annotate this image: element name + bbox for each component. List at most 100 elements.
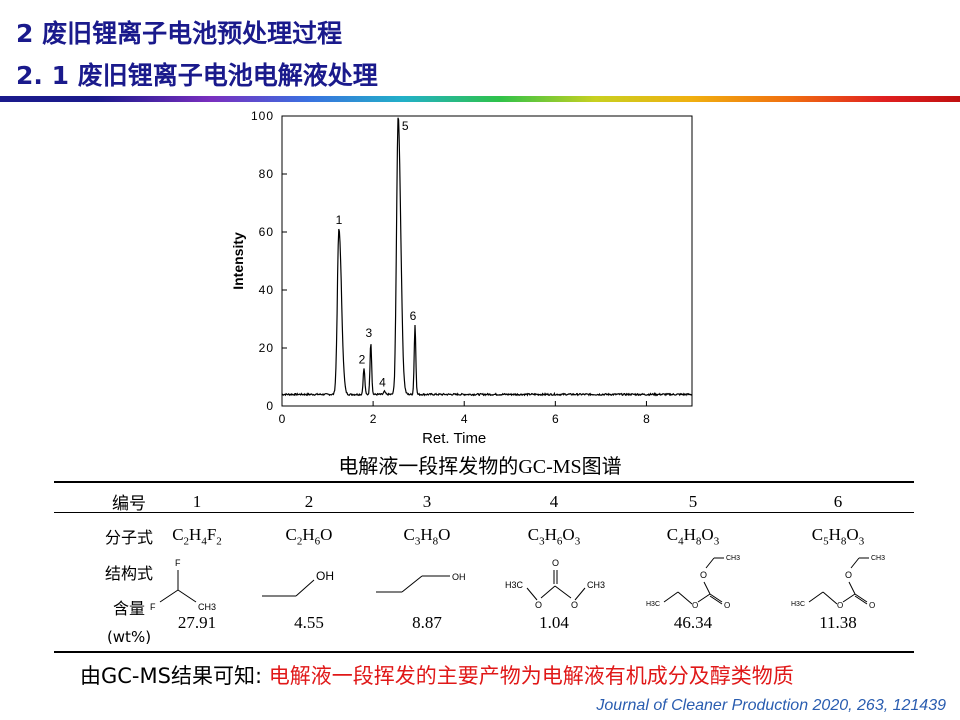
- atom-label: O: [724, 601, 730, 610]
- bond: [554, 585, 572, 599]
- bond: [574, 587, 586, 601]
- column-id: 6: [833, 492, 843, 511]
- molecular-formula: C2H6O: [285, 525, 333, 548]
- bond: [401, 575, 423, 593]
- atom-label: O: [552, 558, 559, 568]
- atom-label: H3C: [791, 601, 805, 608]
- content-value: 8.87: [412, 613, 442, 632]
- structure-diagram: F F CH3: [150, 558, 216, 612]
- column-id: 3: [422, 492, 432, 511]
- atom-label: O: [692, 601, 698, 610]
- x-tick-label: 2: [370, 412, 377, 426]
- atom-label: O: [700, 570, 707, 580]
- atom-label: F: [175, 558, 181, 568]
- peak-label: 1: [336, 213, 343, 227]
- column-id: 5: [688, 492, 698, 511]
- conclusion-highlight: 电解液一段挥发的主要产物为电解液有机成分及醇类物质: [268, 664, 794, 688]
- peak-label: 4: [379, 376, 386, 390]
- x-tick-label: 4: [461, 412, 468, 426]
- bond: [854, 593, 868, 603]
- atom-label: CH3: [587, 580, 605, 590]
- peak-label: 5: [402, 119, 409, 133]
- structure-diagram: OH: [262, 569, 334, 597]
- bond: [848, 581, 856, 595]
- slide-subtitle: 2. 1 废旧锂离子电池电解液处理: [16, 61, 378, 90]
- chart-caption: 电解液一段挥发物的GC-MS图谱: [0, 450, 960, 479]
- table-top-rule: [54, 481, 914, 483]
- y-tick-label: 20: [259, 341, 274, 355]
- caption-pre: 电解液一段挥发物的: [338, 454, 519, 478]
- structure-diagram: O O O H3C CH3: [505, 558, 605, 610]
- bond: [850, 557, 860, 569]
- bond: [540, 585, 556, 599]
- atom-label: H3C: [646, 601, 660, 608]
- molecular-formula: C3H6O3: [527, 525, 581, 548]
- bond: [159, 589, 179, 603]
- table-bottom-rule: [54, 651, 914, 653]
- content-value: 4.55: [294, 613, 324, 632]
- y-tick-label: 0: [266, 399, 274, 413]
- row-label-formula: 分子式: [104, 528, 153, 547]
- peak-label: 2: [359, 352, 366, 366]
- bond: [705, 557, 715, 569]
- row-label-content: 含量: [112, 599, 145, 618]
- conclusion-text: 由GC-MS结果可知: 电解液一段挥发的主要产物为电解液有机成分及醇类物质: [80, 660, 794, 690]
- content-value: 11.38: [819, 613, 857, 632]
- bond: [697, 593, 711, 603]
- bond: [663, 591, 679, 603]
- caption-mid: GC-MS: [518, 456, 582, 478]
- journal-reference: Journal of Cleaner Production 2020, 263,…: [596, 697, 946, 714]
- x-tick-label: 6: [552, 412, 559, 426]
- bond: [842, 593, 856, 603]
- y-tick-label: 60: [259, 225, 274, 239]
- y-tick-label: 100: [251, 109, 274, 123]
- plot-frame: [281, 115, 693, 407]
- atom-label: O: [869, 601, 875, 610]
- bond: [808, 591, 824, 603]
- y-axis-label: Intensity: [230, 232, 246, 290]
- atom-label: F: [150, 602, 156, 612]
- x-tick-label: 8: [643, 412, 650, 426]
- bond: [854, 595, 868, 605]
- atom-label: CH3: [871, 555, 885, 562]
- atom-label: CH3: [198, 602, 216, 612]
- row-label-unit: (wt%): [106, 628, 152, 646]
- structure-diagram: CH3 O O O H3C: [791, 555, 885, 610]
- x-tick-label: 0: [279, 412, 286, 426]
- content-value: 46.34: [673, 613, 713, 632]
- y-tick-label: 40: [259, 283, 274, 297]
- slide-title: 2 废旧锂离子电池预处理过程: [16, 19, 343, 48]
- conclusion-prefix: 由GC-MS结果可知:: [80, 664, 269, 688]
- molecular-formula: C2H4F2: [172, 525, 222, 548]
- caption-post: 图谱: [581, 454, 622, 478]
- atom-label: O: [845, 570, 852, 580]
- atom-label: OH: [316, 569, 334, 583]
- table-header-label: 编号: [112, 494, 146, 514]
- peak-label: 6: [410, 309, 417, 323]
- atom-label: O: [571, 600, 578, 610]
- rainbow-divider: [0, 96, 960, 102]
- atom-label: O: [837, 601, 843, 610]
- bond: [526, 587, 538, 601]
- bond: [822, 591, 838, 605]
- x-axis-label: Ret. Time: [422, 430, 486, 447]
- table-header-rule: [54, 512, 914, 513]
- bond: [709, 595, 723, 605]
- atom-label: CH3: [726, 555, 740, 562]
- atom-label: O: [535, 600, 542, 610]
- structure-diagram: OH: [376, 572, 466, 593]
- bond: [709, 593, 723, 603]
- column-id: 1: [192, 492, 202, 511]
- content-value: 27.91: [177, 613, 217, 632]
- atom-label: H3C: [505, 580, 524, 590]
- column-id: 2: [304, 492, 314, 511]
- y-tick-label: 80: [259, 167, 274, 181]
- atom-label: OH: [452, 572, 466, 582]
- peak-label: 3: [365, 326, 372, 340]
- molecular-formula: C3H8O: [403, 525, 451, 548]
- row-label-structure: 结构式: [104, 564, 153, 583]
- content-value: 1.04: [539, 613, 569, 632]
- column-id: 4: [549, 492, 559, 511]
- bond: [295, 579, 315, 597]
